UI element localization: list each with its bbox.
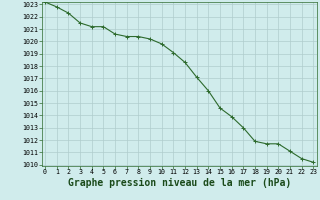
X-axis label: Graphe pression niveau de la mer (hPa): Graphe pression niveau de la mer (hPa) xyxy=(68,178,291,188)
